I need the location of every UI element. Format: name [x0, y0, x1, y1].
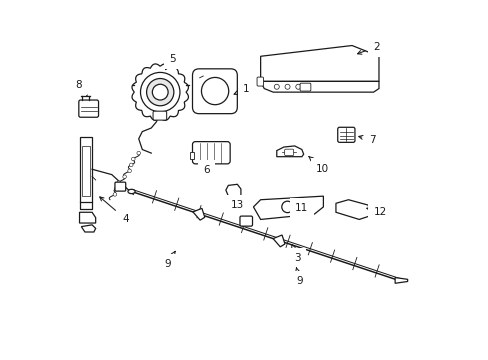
FancyBboxPatch shape: [240, 216, 252, 226]
Text: 1: 1: [234, 84, 249, 95]
Text: 7: 7: [358, 135, 375, 145]
FancyBboxPatch shape: [115, 182, 125, 191]
Polygon shape: [260, 81, 378, 92]
Circle shape: [114, 187, 118, 190]
Polygon shape: [260, 45, 378, 81]
Text: 8: 8: [75, 80, 87, 95]
Circle shape: [285, 84, 289, 89]
Circle shape: [274, 84, 279, 89]
Text: 5: 5: [165, 54, 175, 70]
Polygon shape: [253, 196, 323, 220]
Text: 11: 11: [295, 203, 308, 213]
Circle shape: [201, 77, 228, 105]
Circle shape: [137, 151, 140, 155]
Text: 6: 6: [203, 165, 210, 175]
FancyBboxPatch shape: [300, 83, 310, 91]
Circle shape: [152, 84, 168, 100]
Circle shape: [122, 175, 126, 179]
Circle shape: [295, 84, 300, 89]
Polygon shape: [272, 235, 285, 247]
FancyBboxPatch shape: [337, 127, 354, 142]
Circle shape: [281, 201, 293, 213]
Circle shape: [113, 193, 117, 196]
Circle shape: [117, 181, 121, 184]
Polygon shape: [276, 146, 303, 157]
Text: 13: 13: [230, 199, 244, 210]
FancyBboxPatch shape: [257, 77, 263, 86]
Polygon shape: [193, 208, 204, 220]
FancyBboxPatch shape: [284, 149, 293, 156]
Polygon shape: [80, 212, 96, 223]
FancyBboxPatch shape: [192, 69, 237, 114]
Text: 12: 12: [366, 207, 386, 217]
Text: 2: 2: [357, 42, 379, 54]
Text: 9: 9: [164, 251, 175, 269]
FancyBboxPatch shape: [153, 111, 166, 120]
Bar: [82, 146, 89, 196]
Text: 9: 9: [295, 268, 303, 286]
Circle shape: [131, 157, 135, 161]
Ellipse shape: [128, 189, 135, 194]
Polygon shape: [132, 64, 188, 120]
Circle shape: [129, 163, 133, 167]
Polygon shape: [225, 184, 241, 196]
Text: 3: 3: [291, 244, 300, 263]
Circle shape: [127, 169, 131, 172]
Text: 10: 10: [308, 156, 328, 174]
FancyBboxPatch shape: [192, 141, 230, 164]
Circle shape: [146, 78, 174, 106]
Polygon shape: [80, 137, 92, 202]
Polygon shape: [394, 278, 407, 283]
Polygon shape: [335, 200, 369, 220]
Text: 4: 4: [100, 197, 129, 224]
Bar: [190, 152, 194, 159]
FancyBboxPatch shape: [79, 100, 99, 117]
Circle shape: [140, 72, 180, 112]
Polygon shape: [81, 225, 96, 232]
